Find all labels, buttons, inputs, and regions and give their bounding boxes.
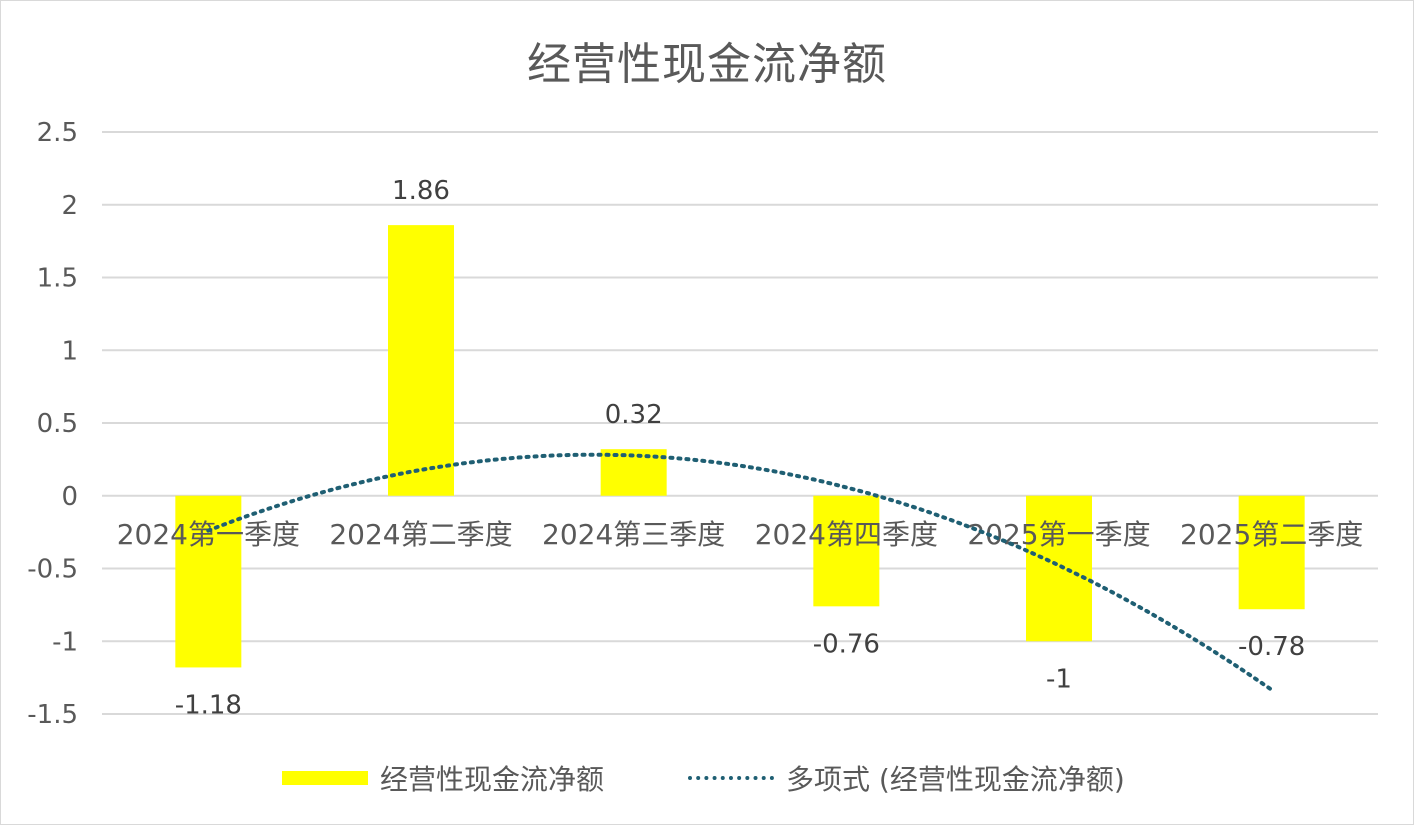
- y-tick-label-0: 2.5: [37, 118, 78, 148]
- y-tick-label-4: 0.5: [37, 409, 78, 439]
- legend-item-bar: 经营性现金流净额: [282, 758, 604, 798]
- data-label-4: -1: [1046, 664, 1072, 694]
- data-label-3: -0.76: [813, 629, 880, 659]
- bar-5: [1238, 495, 1305, 610]
- chart-title: 经营性现金流净额: [527, 39, 887, 90]
- x-tick-label-0: 2024第一季度: [117, 518, 300, 551]
- x-tick-label-5: 2025第二季度: [1180, 518, 1363, 551]
- legend-swatch-trendline: [688, 776, 774, 780]
- x-tick-label-1: 2024第二季度: [329, 518, 512, 551]
- y-tick-label-5: 0: [61, 482, 78, 512]
- y-tick-label-3: 1: [61, 336, 78, 366]
- legend-label-trendline: 多项式 (经营性现金流净额): [786, 763, 1125, 796]
- legend-label-bar: 经营性现金流净额: [380, 763, 605, 796]
- data-label-0: -1.18: [175, 690, 242, 720]
- bar-0: [175, 495, 242, 668]
- bar-3: [813, 495, 880, 607]
- data-label-1: 1.86: [392, 176, 450, 206]
- x-tick-label-2: 2024第三季度: [542, 518, 725, 551]
- data-label-5: -0.78: [1238, 632, 1305, 662]
- y-tick-label-7: -1: [52, 627, 78, 657]
- legend-swatch-bar: [282, 771, 368, 785]
- legend-item-trendline: 多项式 (经营性现金流净额): [688, 758, 1125, 798]
- legend: 经营性现金流净额 多项式 (经营性现金流净额): [0, 758, 1414, 798]
- y-tick-label-1: 2: [61, 191, 78, 221]
- y-tick-label-8: -1.5: [27, 700, 78, 730]
- bar-1: [388, 225, 454, 496]
- x-tick-label-4: 2025第一季度: [967, 518, 1150, 551]
- y-tick-label-6: -0.5: [27, 555, 78, 585]
- bar-4: [1026, 495, 1092, 642]
- data-label-2: 0.32: [605, 400, 663, 430]
- trendline: [206, 452, 1274, 692]
- x-tick-label-3: 2024第四季度: [755, 518, 938, 551]
- y-tick-label-2: 1.5: [37, 264, 78, 294]
